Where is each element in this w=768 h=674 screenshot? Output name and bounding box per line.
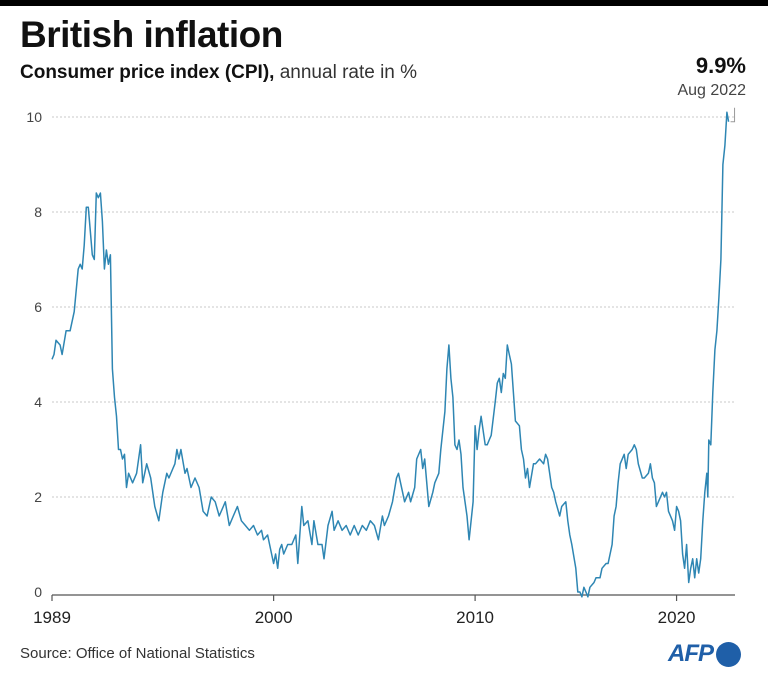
afp-logo: AFP — [668, 640, 741, 668]
y-tick-label-4: 4 — [34, 394, 42, 410]
y-tick-label-8: 8 — [34, 204, 42, 220]
latest-value-callout: 9.9% — [695, 53, 746, 78]
latest-date-callout: Aug 2022 — [677, 82, 746, 99]
chart-subtitle: Consumer price index (CPI), annual rate … — [20, 63, 417, 82]
cpi-series-line — [51, 111, 730, 598]
x-tick-label-2000: 2000 — [255, 608, 293, 627]
subtitle-rest: annual rate in % — [274, 62, 418, 83]
y-tick-label-0: 0 — [34, 584, 42, 600]
x-tick-label-2010: 2010 — [456, 608, 494, 627]
y-tick-label-6: 6 — [34, 299, 42, 315]
source-note: Source: Office of National Statistics — [20, 645, 255, 662]
x-tick-label-1989: 1989 — [33, 608, 71, 627]
x-tick-label-2020: 2020 — [658, 608, 696, 627]
chart-title: British inflation — [20, 14, 283, 55]
afp-logo-text: AFP — [668, 640, 714, 667]
afp-logo-dot — [716, 641, 741, 667]
subtitle-strong: Consumer price index (CPI), — [20, 62, 275, 83]
y-tick-label-10: 10 — [26, 109, 42, 125]
top-rule — [0, 0, 768, 6]
callout-leader-line — [730, 107, 736, 123]
y-tick-label-2: 2 — [34, 489, 42, 505]
